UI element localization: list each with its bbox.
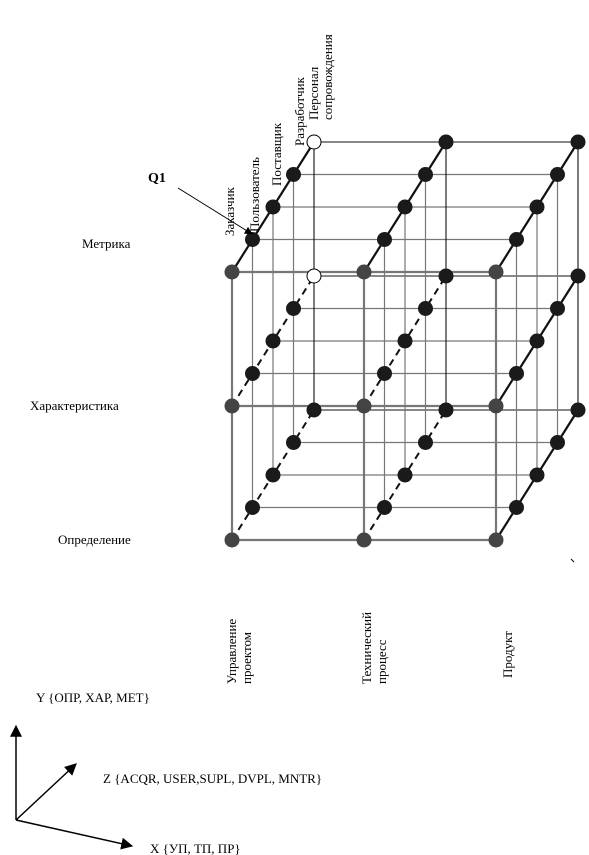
lattice-node: [306, 402, 322, 418]
lattice-node: [397, 333, 413, 349]
lattice-node: [570, 268, 586, 284]
lattice-node: [550, 301, 565, 316]
lattice-node: [245, 500, 260, 515]
z-label-acquirer: Заказчик: [222, 186, 237, 236]
x-label-project-management: Управление проектом: [224, 616, 254, 684]
z-label-maintenance-line2: сопровождения: [320, 34, 335, 120]
lattice-node: [356, 398, 372, 414]
lattice-node: [570, 402, 586, 418]
x-label-pm-line2: проектом: [239, 632, 254, 684]
z-label-user: Пользователь: [247, 157, 262, 232]
lattice-node: [529, 467, 545, 483]
y-label-metric: Метрика: [82, 236, 131, 251]
lattice-node: [509, 232, 524, 247]
lattice-node: [529, 199, 545, 215]
lattice-node: [286, 167, 301, 182]
decorative-tick: [570, 558, 575, 563]
x-label-tp-line1: Технический: [359, 612, 374, 684]
lattice-node: [224, 398, 240, 414]
z-label-developer: Разработчик: [292, 76, 307, 146]
lattice-node: [418, 167, 433, 182]
lattice-node: [245, 366, 260, 381]
lattice-node: [488, 532, 504, 548]
lattice-node: [418, 435, 433, 450]
lattice-node: [438, 402, 454, 418]
lattice-node: [570, 134, 586, 150]
lattice-node: [509, 366, 524, 381]
y-axis-label: Y {ОПР, ХАР, МЕТ}: [36, 690, 150, 705]
z-axis-label: Z {ACQR, USER,SUPL, DVPL, MNTR}: [103, 771, 322, 786]
lattice-node: [224, 532, 240, 548]
lattice-node: [265, 467, 281, 483]
lattice-node: [550, 435, 565, 450]
x-label-pm-line1: Управление: [224, 619, 239, 684]
lattice-node: [397, 467, 413, 483]
x-label-technical-process: Технический процесс: [359, 609, 389, 684]
lattice-node: [265, 333, 281, 349]
lattice-node: [377, 366, 392, 381]
y-label-characteristic: Характеристика: [30, 398, 119, 413]
x-label-product: Продукт: [500, 631, 515, 678]
x-axis-arrow: [15, 819, 134, 850]
lattice-node: [418, 301, 433, 316]
lattice-node: [488, 264, 504, 280]
z-label-maintenance-line1: Персонал: [306, 66, 321, 120]
lattice-node: [224, 264, 240, 280]
lattice-node: [509, 500, 524, 515]
q1-label: Q1: [148, 171, 166, 186]
lattice-node: [356, 264, 372, 280]
lattice-node: [286, 435, 301, 450]
lattice-node: [356, 532, 372, 548]
y-label-definition: Определение: [58, 532, 131, 547]
lattice-node: [488, 398, 504, 414]
lattice-node: [377, 500, 392, 515]
z-label-supplier: Поставщик: [269, 122, 284, 186]
z-axis-arrow: [15, 763, 77, 821]
lattice-node: [265, 199, 281, 215]
grid-nodes: [224, 134, 586, 548]
lattice-node: [529, 333, 545, 349]
q1-pointer-arrow: [177, 187, 253, 235]
lattice-node: [245, 232, 260, 247]
lattice-node: [286, 301, 301, 316]
x-axis-label: X {УП, ТП, ПР}: [150, 841, 241, 855]
lattice-node: [438, 134, 454, 150]
lattice-node: [438, 268, 454, 284]
x-label-tp-line2: процесс: [374, 639, 389, 684]
lattice-node: [306, 268, 322, 284]
z-label-maintenance: Персонал сопровождения: [306, 34, 335, 120]
lattice-node: [550, 167, 565, 182]
lattice-node: [377, 232, 392, 247]
lattice-node: [306, 134, 322, 150]
lattice-node: [397, 199, 413, 215]
